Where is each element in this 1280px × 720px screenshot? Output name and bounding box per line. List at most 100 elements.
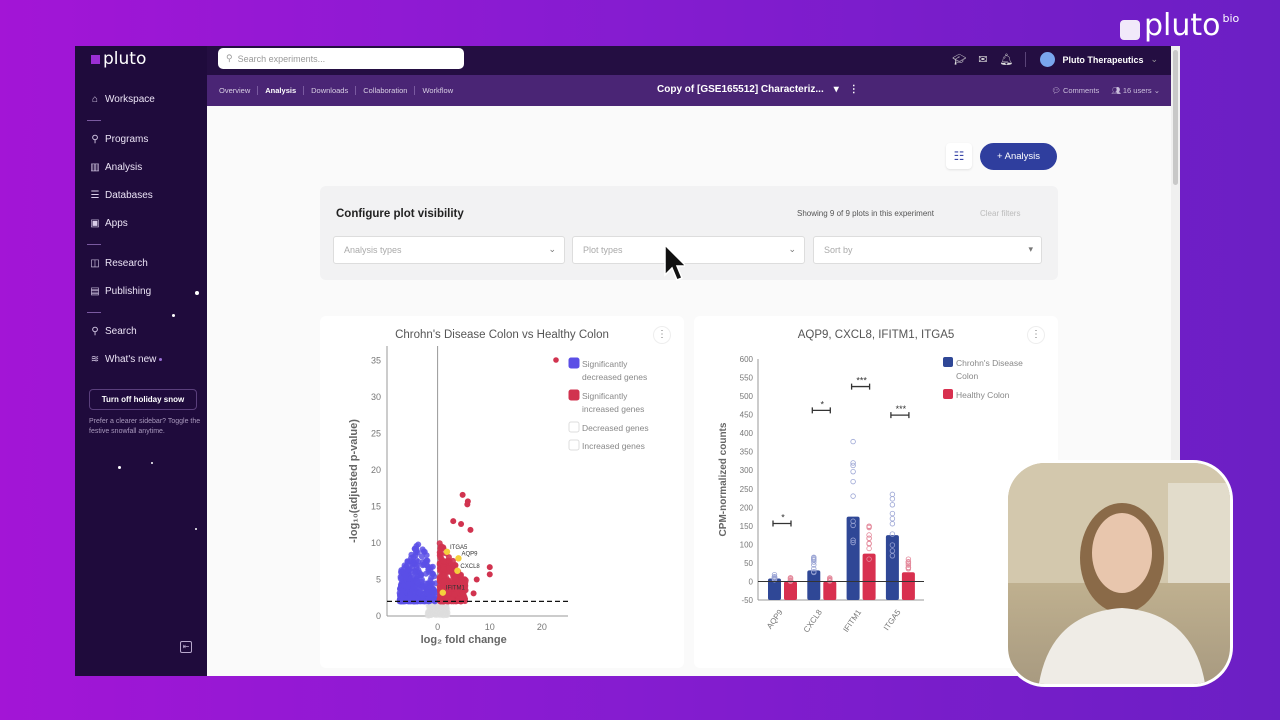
database-icon: ☰ [90,190,100,201]
sidebar-item-publishing[interactable]: ▤ Publishing [90,286,152,297]
legend-label: Chrohn's Disease Colon [956,358,1023,381]
point-decreased [418,553,425,560]
legend-label: Decreased genes [582,423,649,433]
sidebar-item-search[interactable]: ⚲ Search [89,326,136,337]
comments-button[interactable]: 💬︎ Comments [1051,86,1100,95]
add-analysis-button[interactable]: + Analysis [980,143,1057,170]
point-decreased [425,585,432,592]
data-point [889,496,896,502]
sidebar-item-whats-new[interactable]: ≋ What's new [90,354,157,365]
data-point [771,575,778,582]
snowflake [195,528,197,530]
point-increased [460,591,467,598]
data-point [889,531,896,537]
point-nonsig [431,603,437,609]
point-decreased [425,589,432,596]
collapse-sidebar-icon[interactable]: ⇤ [180,641,192,653]
chart-title: AQP9, CXCL8, IFITM1, ITGA5 [798,329,955,341]
point-increased [436,549,443,556]
search-input[interactable]: ⚲ Search experiments... [218,48,464,69]
data-point [811,559,817,565]
legend-marker [553,357,559,363]
data-point [850,493,856,499]
bar-plot[interactable]: AQP9, CXCL8, IFITM1, ITGA5 -50 0 50 100 150 20… [694,316,1058,668]
x-tick-label: AQP9 [765,608,785,631]
y-tick-label: 15 [371,502,381,512]
y-tick-label: 10 [371,538,381,548]
point-increased [486,564,493,571]
y-tick-label: 500 [740,392,754,401]
significance-label: *** [856,376,867,386]
point-decreased [415,558,422,565]
point-increased [459,491,466,498]
sidebar-item-analysis[interactable]: ▥ Analysis [90,162,143,173]
chevron-down-icon: ⌄ [1150,54,1158,64]
bar [784,581,797,600]
clear-filters-button[interactable]: Clear filters [980,209,1021,218]
users-button[interactable]: 👥︎ 16 users ⌄ [1111,86,1160,95]
caret-down-icon[interactable]: ▾ [833,84,839,95]
point-decreased [420,561,427,568]
experiment-title[interactable]: Copy of [GSE165512] Characteriz... [657,84,824,95]
analysis-types-select[interactable]: Analysis types ⌄ [333,236,565,264]
sidebar-item-apps[interactable]: ▣ Apps [90,218,128,229]
point-decreased [397,575,404,582]
y-tick-label: 25 [371,429,381,439]
turn-off-snow-button[interactable]: Turn off holiday snow [89,389,197,410]
bar [901,572,915,600]
sidebar-item-workspace[interactable]: ⌂ Workspace [89,94,155,105]
tab-downloads[interactable]: Downloads [304,86,357,95]
point-decreased [410,553,417,560]
sidebar-item-research[interactable]: ◫ Research [90,258,148,269]
filter-settings-button[interactable]: ☷ [946,143,972,169]
volcano-plot[interactable]: Chrohn's Disease Colon vs Healthy Colon 0… [320,316,684,668]
point-decreased [423,580,430,587]
data-point [850,518,856,524]
logo[interactable]: pluto [91,49,146,69]
highlighted-gene-point [454,567,461,574]
plot-types-select[interactable]: Plot types ⌄ [572,236,805,264]
tab-overview[interactable]: Overview [219,86,259,95]
mail-icon[interactable]: ✉ [978,54,988,66]
bar-chart-icon: ▥ [90,162,100,173]
y-tick-label: 250 [740,485,754,494]
user-menu[interactable]: Pluto Therapeutics ⌄ [1025,52,1158,67]
more-options-icon[interactable]: ⋮ [1027,326,1045,344]
point-decreased [416,590,423,597]
more-vertical-icon[interactable]: ⋮ [848,84,859,95]
y-axis-label: CPM-normalized counts [718,422,729,536]
sidebar-item-databases[interactable]: ☰ Databases [90,190,153,201]
sort-by-select[interactable]: Sort by ▾ [813,236,1042,264]
significance-bracket [890,412,910,419]
tab-workflow[interactable]: Workflow [422,86,454,95]
bar [846,516,860,600]
data-point [850,468,856,475]
graduation-cap-icon[interactable]: 🎓︎ [952,54,967,66]
bell-icon[interactable]: 🔔︎ [999,54,1014,66]
y-tick-label: 200 [740,503,754,512]
data-point [889,510,896,517]
y-tick-label: 400 [740,429,754,438]
sidebar: pluto ⌂ Workspace ⚲ Programs ▥ Analysis ☰ Da… [75,46,207,676]
point-increased [441,572,448,579]
point-increased [440,558,447,565]
data-point [850,537,856,543]
tab-collaboration[interactable]: Collaboration [356,86,416,95]
scrollbar[interactable] [1171,46,1180,676]
app-window: pluto ⌂ Workspace ⚲ Programs ▥ Analysis ☰ Da… [75,46,1180,676]
point-increased [437,544,444,551]
x-tick-label: 20 [537,622,547,632]
point-nonsig [442,603,448,609]
y-tick-label: 350 [740,448,754,457]
data-point [811,557,817,563]
webcam-overlay [1005,460,1233,687]
snowflake [172,314,175,317]
sidebar-item-programs[interactable]: ⚲ Programs [89,134,148,145]
point-increased [448,595,455,602]
tab-analysis[interactable]: Analysis [258,86,305,95]
sliders-icon: ☷ [953,149,965,163]
point-decreased [401,562,408,569]
more-options-icon[interactable]: ⋮ [653,326,671,344]
presenter-video [1008,463,1230,684]
data-point [866,556,872,562]
